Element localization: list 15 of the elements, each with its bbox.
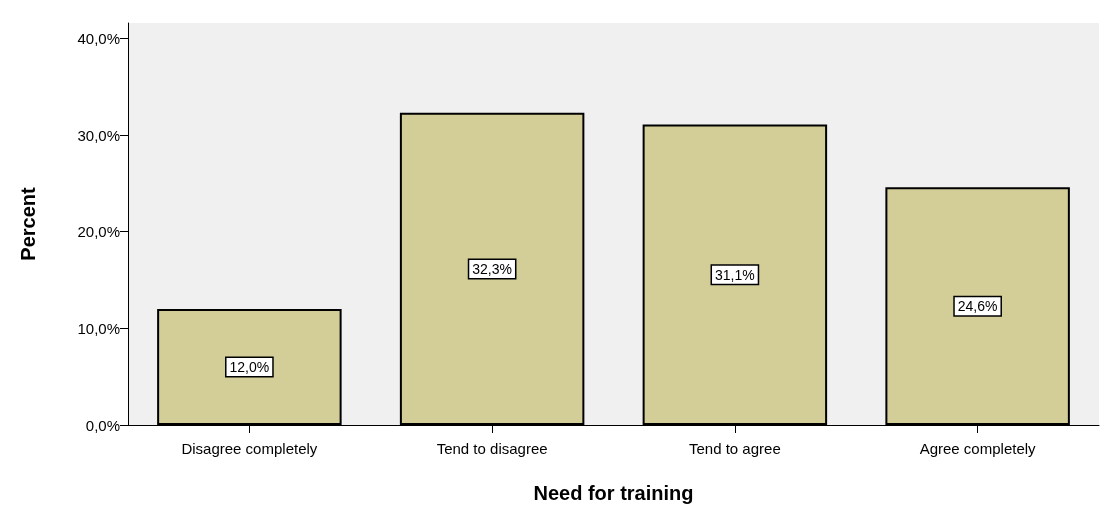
- x-tick-label: Agree completely: [919, 440, 1037, 457]
- y-axis-title: Percent: [17, 186, 39, 261]
- x-tick-label: Disagree completely: [181, 440, 318, 457]
- y-tick-label: 30,0%: [77, 126, 120, 144]
- data-label: 24,6%: [957, 298, 998, 315]
- y-tick-label: 0,0%: [85, 416, 120, 434]
- x-tick-label: Tend to agree: [689, 440, 781, 457]
- data-label: 12,0%: [229, 359, 270, 376]
- y-tick-label: 10,0%: [77, 319, 120, 337]
- x-axis-title: Need for training: [533, 482, 694, 504]
- y-tick-label: 40,0%: [77, 29, 120, 47]
- data-label: 32,3%: [472, 260, 512, 277]
- x-tick-label: Tend to disagree: [436, 440, 548, 457]
- data-label: 31,1%: [715, 266, 755, 283]
- y-tick-label: 20,0%: [77, 223, 120, 241]
